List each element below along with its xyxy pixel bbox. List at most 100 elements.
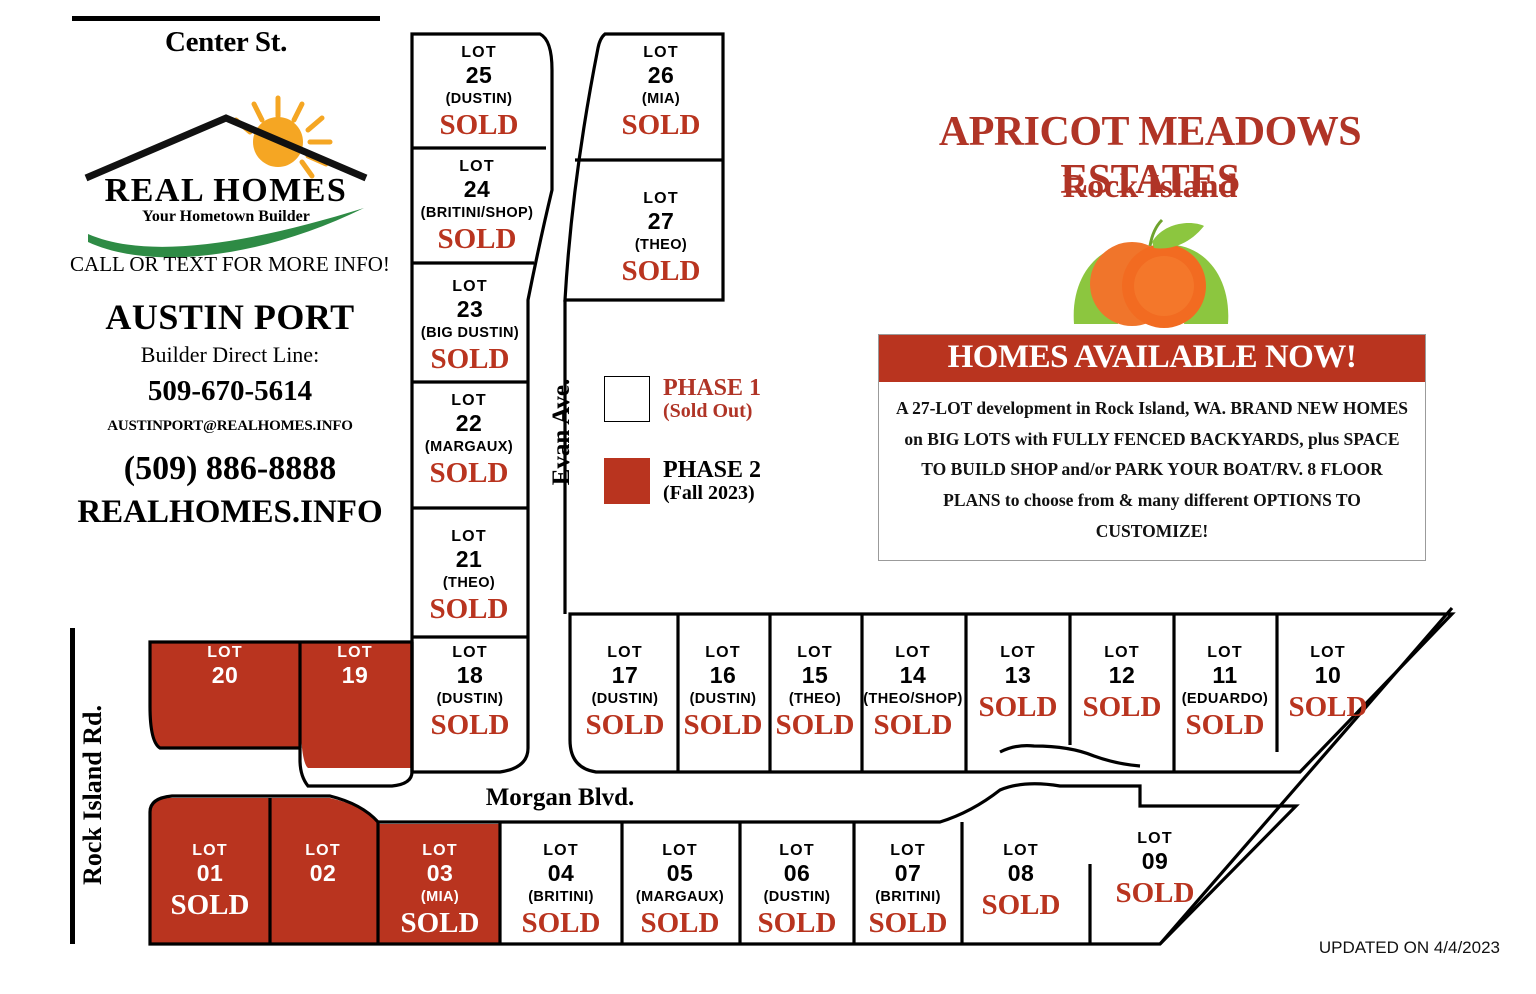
legend-item-phase-1[interactable]: PHASE 1 (Sold Out) (604, 375, 804, 423)
lot-11-plan: (EDUARDO) (1181, 690, 1269, 707)
lot-11-number: 11 (1212, 662, 1238, 689)
updated-note: UPDATED ON 4/4/2023 (1318, 938, 1500, 957)
lot-23-word: LOT (452, 278, 488, 295)
phase-legend: PHASE 1 (Sold Out) PHASE 2 (Fall 2023) (604, 375, 804, 540)
lot-07-word: LOT (890, 842, 926, 859)
street-label-center-st: Center St. (164, 26, 288, 58)
lot-25-word: LOT (461, 44, 497, 61)
lot-12-number: 12 (1108, 662, 1136, 689)
lot-22-status: SOLD (429, 457, 509, 490)
lot-26[interactable]: LOT 26 (MIA) SOLD (600, 44, 722, 142)
office-phone[interactable]: (509) 886-8888 (123, 450, 337, 487)
lot-24-number: 24 (463, 176, 491, 203)
lot-13[interactable]: LOT 13 SOLD (966, 644, 1070, 724)
lot-18[interactable]: LOT 18 (DUSTIN) SOLD (412, 644, 528, 742)
development-description: A 27-LOT development in Rock Island, WA.… (896, 398, 1408, 541)
lot-16[interactable]: LOT 16 (DUSTIN) SOLD (676, 644, 770, 742)
parcel-bottom-row (148, 782, 1300, 946)
lot-24-plan: (BRITINI/SHOP) (420, 204, 534, 221)
lot-27-status: SOLD (621, 255, 701, 288)
parcel-column-a (410, 32, 554, 774)
lot-27-number: 27 (647, 208, 675, 235)
page-title: APRICOT MEADOWS ESTATES (938, 109, 1362, 203)
real-homes-logo: REAL HOMES Your Hometown Builder (78, 92, 374, 262)
lot-02-word: LOT (305, 842, 341, 859)
lot-27-word: LOT (643, 190, 679, 207)
peach-logo-icon (1060, 212, 1240, 330)
lot-16-number: 16 (709, 662, 737, 689)
lot-07[interactable]: LOT 07 (BRITINI) SOLD (854, 842, 962, 940)
lot-26-status: SOLD (621, 109, 701, 142)
lot-18-plan: (DUSTIN) (436, 690, 504, 707)
lot-19[interactable]: LOT 19 (300, 644, 410, 692)
parcel-lot-03 (378, 824, 500, 944)
agent-name: AUSTIN PORT (105, 297, 355, 337)
lot-01-number: 01 (196, 860, 224, 887)
street-label-evan-ave: Evan Ave. (548, 378, 575, 486)
builder-direct-label: Builder Direct Line: (140, 342, 320, 367)
lot-25-status: SOLD (439, 109, 519, 142)
lot-03-word: LOT (422, 842, 458, 859)
lot-03-number: 03 (426, 860, 454, 887)
lot-17-plan: (DUSTIN) (591, 690, 659, 707)
lot-01-word: LOT (192, 842, 228, 859)
lot-08[interactable]: LOT 08 SOLD (962, 842, 1080, 922)
lot-12[interactable]: LOT 12 SOLD (1070, 644, 1174, 724)
lot-26-word: LOT (643, 44, 679, 61)
lot-24[interactable]: LOT 24 (BRITINI/SHOP) SOLD (408, 158, 546, 256)
lot-26-plan: (MIA) (641, 90, 681, 107)
lot-09[interactable]: LOT 09 SOLD (1100, 830, 1210, 910)
lot-17[interactable]: LOT 17 (DUSTIN) SOLD (572, 644, 678, 742)
lot-25-number: 25 (465, 62, 493, 89)
lot-23[interactable]: LOT 23 (BIG DUSTIN) SOLD (408, 278, 532, 376)
lot-01[interactable]: LOT 01 SOLD (152, 842, 268, 922)
lot-03[interactable]: LOT 03 (MIA) SOLD (380, 842, 500, 940)
lot-15-plan: (THEO) (788, 690, 842, 707)
lot-13-status: SOLD (978, 690, 1058, 723)
lot-09-number: 09 (1141, 848, 1169, 875)
lot-22[interactable]: LOT 22 (MARGAUX) SOLD (408, 392, 530, 490)
street-label-rock-island-rd: Rock Island Rd. (78, 705, 107, 885)
lot-23-number: 23 (456, 296, 484, 323)
site-boundary-diagonal (1158, 606, 1454, 946)
lot-14-word: LOT (895, 644, 931, 661)
lot-06-plan: (DUSTIN) (763, 888, 831, 905)
lot-04[interactable]: LOT 04 (BRITINI) SOLD (502, 842, 620, 940)
availability-banner: HOMES AVAILABLE NOW! (879, 335, 1425, 382)
lot-21[interactable]: LOT 21 (THEO) SOLD (408, 528, 530, 626)
logo-artwork (84, 95, 368, 258)
builder-direct-phone[interactable]: 509-670-5614 (147, 375, 313, 407)
lot-20-word: LOT (207, 644, 243, 661)
legend-phase-1-sub: (Sold Out) (663, 400, 753, 423)
lot-17-number: 17 (611, 662, 639, 689)
website-link[interactable]: REALHOMES.INFO (77, 494, 383, 530)
lot-08-word: LOT (1003, 842, 1039, 859)
lot-05[interactable]: LOT 05 (MARGAUX) SOLD (620, 842, 740, 940)
lot-06-status: SOLD (757, 907, 837, 940)
center-st-rule (72, 16, 380, 21)
lot-21-word: LOT (451, 528, 487, 545)
lot-11[interactable]: LOT 11 (EDUARDO) SOLD (1172, 644, 1278, 742)
lot-15[interactable]: LOT 15 (THEO) SOLD (768, 644, 862, 742)
builder-email[interactable]: AUSTINPORT@REALHOMES.INFO (107, 418, 353, 434)
lot-06-word: LOT (779, 842, 815, 859)
lot-06[interactable]: LOT 06 (DUSTIN) SOLD (740, 842, 854, 940)
lot-09-word: LOT (1137, 830, 1173, 847)
lot-02[interactable]: LOT 02 (268, 842, 378, 890)
logo-tagline: Your Hometown Builder (142, 208, 310, 225)
lot-14[interactable]: LOT 14 (THEO/SHOP) SOLD (860, 644, 966, 742)
lot-16-word: LOT (705, 644, 741, 661)
lot-16-status: SOLD (683, 709, 763, 742)
lot-27[interactable]: LOT 27 (THEO) SOLD (600, 190, 722, 288)
lot-04-word: LOT (543, 842, 579, 859)
lot-12-status: SOLD (1082, 690, 1162, 723)
parcel-lot-02 (270, 798, 378, 944)
lot-22-plan: (MARGAUX) (424, 438, 514, 455)
lot-05-status: SOLD (640, 907, 720, 940)
legend-phase-2-sub: (Fall 2023) (663, 482, 755, 505)
legend-item-phase-2[interactable]: PHASE 2 (Fall 2023) (604, 457, 804, 505)
lot-20[interactable]: LOT 20 (155, 644, 295, 692)
lot-10[interactable]: LOT 10 SOLD (1278, 644, 1378, 724)
peach-artwork (1073, 218, 1229, 328)
lot-25[interactable]: LOT 25 (DUSTIN) SOLD (412, 44, 546, 142)
